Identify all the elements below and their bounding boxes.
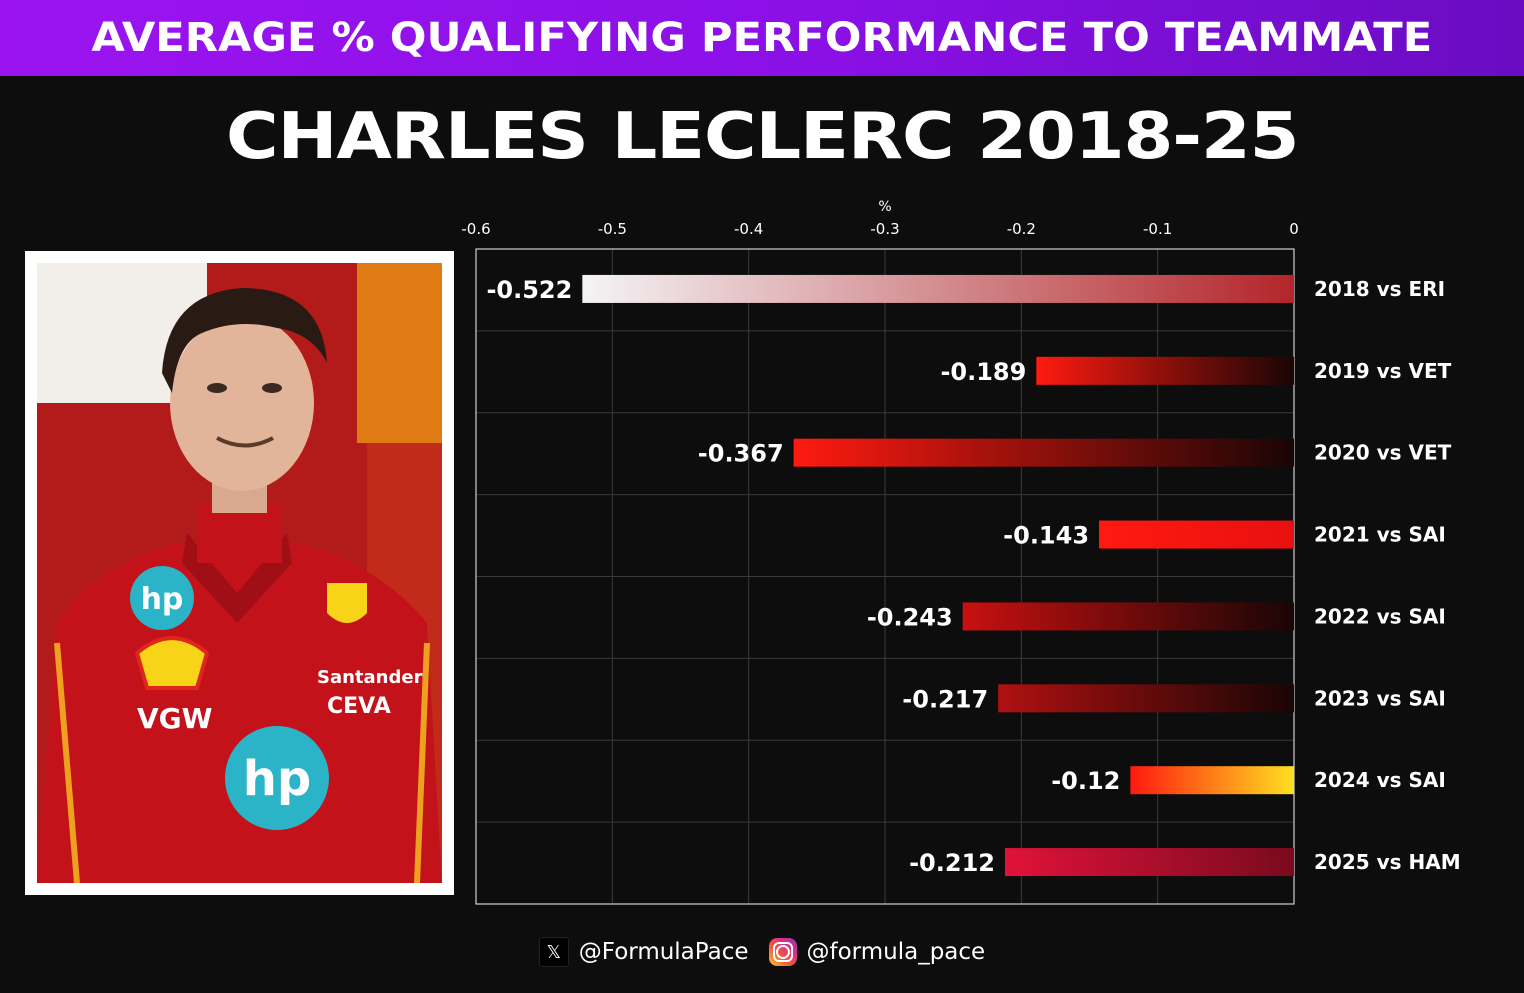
bar bbox=[998, 684, 1294, 713]
bars bbox=[582, 274, 1294, 877]
bar-value-label: -0.212 bbox=[909, 849, 995, 877]
bar bbox=[1099, 520, 1294, 549]
category-label: 2018 vs ERI bbox=[1314, 277, 1445, 301]
category-label: 2025 vs HAM bbox=[1314, 850, 1461, 874]
x-tick-label: -0.3 bbox=[870, 220, 899, 238]
bar bbox=[962, 602, 1294, 631]
category-label: 2021 vs SAI bbox=[1314, 523, 1446, 547]
bar bbox=[1130, 766, 1294, 795]
driver-illustration: hp hp VGW Santander CEVA bbox=[37, 263, 442, 883]
driver-photo-frame: hp hp VGW Santander CEVA bbox=[25, 251, 454, 895]
bar-value-label: -0.217 bbox=[902, 685, 988, 713]
x-tick-label: -0.2 bbox=[1007, 220, 1036, 238]
bar-value-label: -0.189 bbox=[940, 358, 1026, 386]
footer: 𝕏 @FormulaPace @formula_pace bbox=[0, 932, 1524, 972]
bar bbox=[793, 438, 1294, 467]
x-tick-label: 0 bbox=[1289, 220, 1299, 238]
instagram-handle-text: @formula_pace bbox=[806, 939, 986, 965]
header-banner: AVERAGE % QUALIFYING PERFORMANCE TO TEAM… bbox=[0, 0, 1524, 76]
bar-value-label: -0.243 bbox=[867, 603, 953, 631]
bar-value-label: -0.143 bbox=[1003, 522, 1089, 550]
bar-value-label: -0.367 bbox=[698, 440, 784, 468]
bar-value-label: -0.12 bbox=[1051, 767, 1120, 795]
bar bbox=[1004, 848, 1294, 877]
banner-title: AVERAGE % QUALIFYING PERFORMANCE TO TEAM… bbox=[91, 15, 1433, 61]
svg-text:Santander: Santander bbox=[317, 667, 423, 688]
category-label: 2020 vs VET bbox=[1314, 441, 1452, 465]
x-handle[interactable]: 𝕏 @FormulaPace bbox=[538, 937, 749, 967]
category-label: 2019 vs VET bbox=[1314, 359, 1452, 383]
x-axis-label: % bbox=[878, 199, 891, 215]
instagram-handle[interactable]: @formula_pace bbox=[768, 938, 986, 966]
x-logo-icon: 𝕏 bbox=[538, 937, 569, 967]
x-tick-label: -0.5 bbox=[598, 220, 627, 238]
x-handle-text: @FormulaPace bbox=[578, 939, 749, 965]
x-tick-label: -0.6 bbox=[461, 220, 490, 238]
chart-grid bbox=[475, 248, 1295, 905]
category-label: 2022 vs SAI bbox=[1314, 604, 1446, 628]
instagram-icon bbox=[768, 938, 797, 966]
svg-text:hp: hp bbox=[243, 751, 312, 807]
x-tick-label: -0.4 bbox=[734, 220, 763, 238]
category-labels: 2018 vs ERI 2019 vs VET 2020 vs VET 2021 vs… bbox=[1314, 277, 1461, 874]
category-label: 2023 vs SAI bbox=[1314, 686, 1446, 710]
plot-frame bbox=[475, 248, 1295, 905]
bar bbox=[582, 274, 1294, 303]
x-axis: % -0.6 -0.5 -0.4 -0.3 -0.2 -0.1 0 bbox=[461, 199, 1298, 238]
driver-photo: hp hp VGW Santander CEVA bbox=[37, 263, 442, 883]
category-label: 2024 vs SAI bbox=[1314, 768, 1446, 792]
svg-text:VGW: VGW bbox=[137, 702, 213, 735]
bar bbox=[1036, 356, 1294, 385]
page-title: CHARLES LECLERC 2018-25 bbox=[226, 100, 1299, 174]
svg-text:CEVA: CEVA bbox=[327, 694, 391, 719]
x-tick-label: -0.1 bbox=[1143, 220, 1172, 238]
bar-value-label: -0.522 bbox=[486, 276, 572, 304]
value-labels: -0.522 -0.189 -0.367 -0.143 -0.243 -0.217 -0.1… bbox=[486, 276, 1120, 877]
svg-text:hp: hp bbox=[141, 582, 184, 617]
